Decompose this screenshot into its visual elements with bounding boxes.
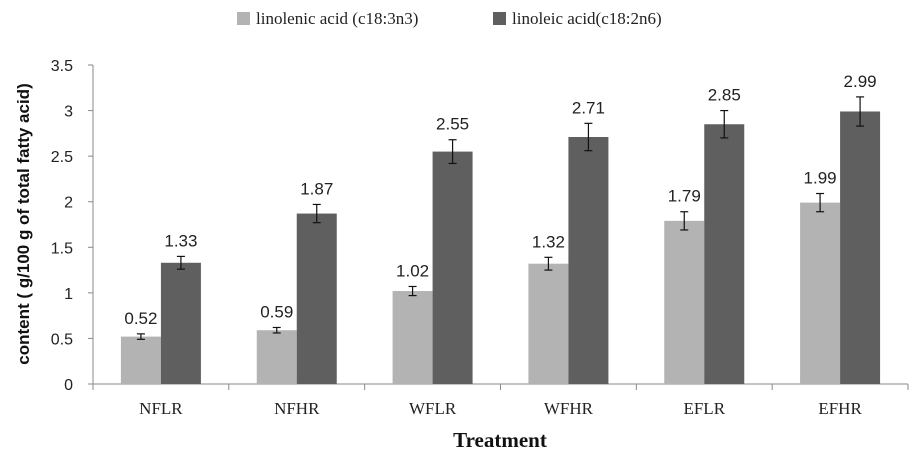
data-label: 2.99	[844, 72, 877, 91]
data-label: 0.59	[260, 302, 293, 321]
data-label: 1.99	[804, 169, 837, 188]
y-axis-title: content ( g/100 g of total fatty acid)	[14, 83, 33, 364]
x-tick-label: NFHR	[274, 399, 320, 418]
data-label: 0.52	[124, 309, 157, 328]
bar	[528, 263, 569, 384]
bars	[120, 111, 881, 385]
x-tick-label: WFLR	[409, 399, 457, 418]
legend-swatch-linoleic	[493, 12, 506, 25]
data-label: 1.87	[300, 179, 333, 198]
y-tick-label: 2	[64, 195, 73, 212]
bar	[800, 202, 841, 384]
y-tick-label: 0.5	[51, 331, 73, 348]
bar	[296, 213, 337, 384]
x-tick-label: EFLR	[683, 399, 725, 418]
bar	[840, 111, 881, 385]
legend-label-linolenic: linolenic acid (c18:3n3)	[256, 9, 418, 28]
error-bars	[136, 96, 865, 340]
bar	[432, 151, 473, 384]
bar	[392, 291, 433, 384]
x-axis-title: Treatment	[453, 428, 547, 452]
bar	[120, 336, 161, 384]
data-label: 1.33	[164, 231, 197, 250]
legend-label-linoleic: linoleic acid(c18:2n6)	[512, 9, 662, 28]
data-label: 2.71	[572, 98, 605, 117]
bar	[664, 220, 705, 384]
bar	[568, 137, 609, 384]
y-tick-label: 1.5	[51, 240, 73, 257]
y-tick-label: 2.5	[51, 149, 73, 166]
bar	[256, 330, 297, 384]
legend: linolenic acid (c18:3n3) linoleic acid(c…	[237, 9, 662, 28]
x-tick-label: NFLR	[139, 399, 183, 418]
legend-swatch-linolenic	[237, 12, 250, 25]
y-tick-label: 3	[64, 104, 73, 121]
data-labels: 0.52 0.59 1.02 1.32 1.79 1.99 1.33 1.87 2.55 2.71…	[124, 72, 876, 328]
y-tick-label: 1	[64, 286, 73, 303]
x-tick-label: EFHR	[818, 399, 862, 418]
y-axis-ticks: 0 0.5 1 1.5 2 2.5 3 3.5	[51, 58, 93, 394]
y-tick-label: 0	[64, 377, 73, 394]
x-axis-ticks: NFLR NFHR WFLR WFHR EFLR EFHR	[92, 384, 909, 418]
data-label: 2.85	[708, 86, 741, 105]
bar	[160, 262, 201, 384]
y-tick-label: 3.5	[51, 58, 73, 75]
data-label: 2.55	[436, 115, 469, 134]
data-label: 1.02	[396, 261, 429, 280]
bar	[704, 124, 745, 384]
data-label: 1.32	[532, 232, 565, 251]
x-tick-label: WFHR	[544, 399, 594, 418]
data-label: 1.79	[668, 187, 701, 206]
